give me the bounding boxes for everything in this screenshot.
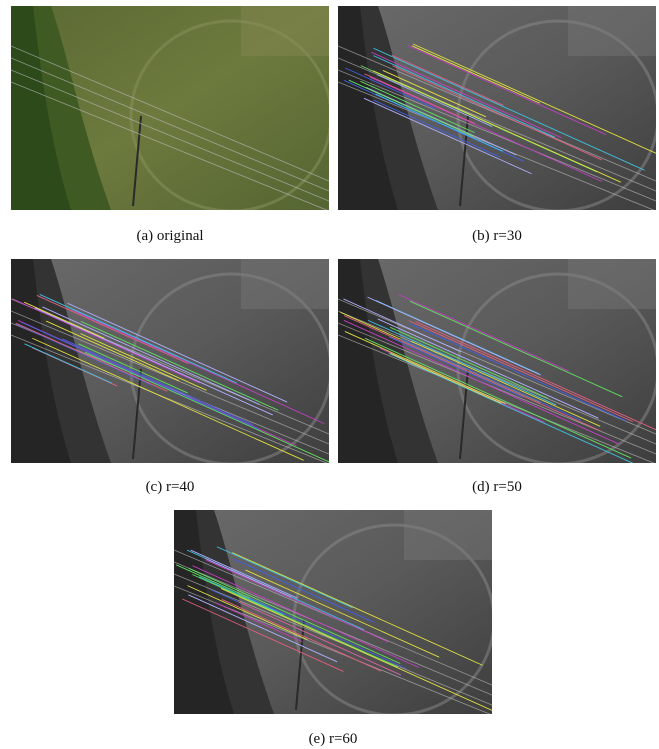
figure-page: (a) original (b) r=30 (c) r=40 (d) r=50 (e) … <box>0 0 659 749</box>
panel-image <box>338 259 656 463</box>
panel-caption: (c) r=40 <box>11 479 329 496</box>
panel-caption: (e) r=60 <box>174 731 492 748</box>
panel-caption: (b) r=30 <box>338 228 656 245</box>
bright-patch <box>241 259 329 309</box>
panel-caption: (d) r=50 <box>338 479 656 496</box>
panel-image <box>338 6 656 210</box>
bright-patch <box>241 6 329 56</box>
bright-patch <box>568 6 656 56</box>
panel-image <box>174 510 492 714</box>
panel-caption: (a) original <box>11 228 329 245</box>
bright-patch <box>404 510 492 560</box>
panel-image <box>11 259 329 463</box>
panel-image <box>11 6 329 210</box>
bright-patch <box>568 259 656 309</box>
